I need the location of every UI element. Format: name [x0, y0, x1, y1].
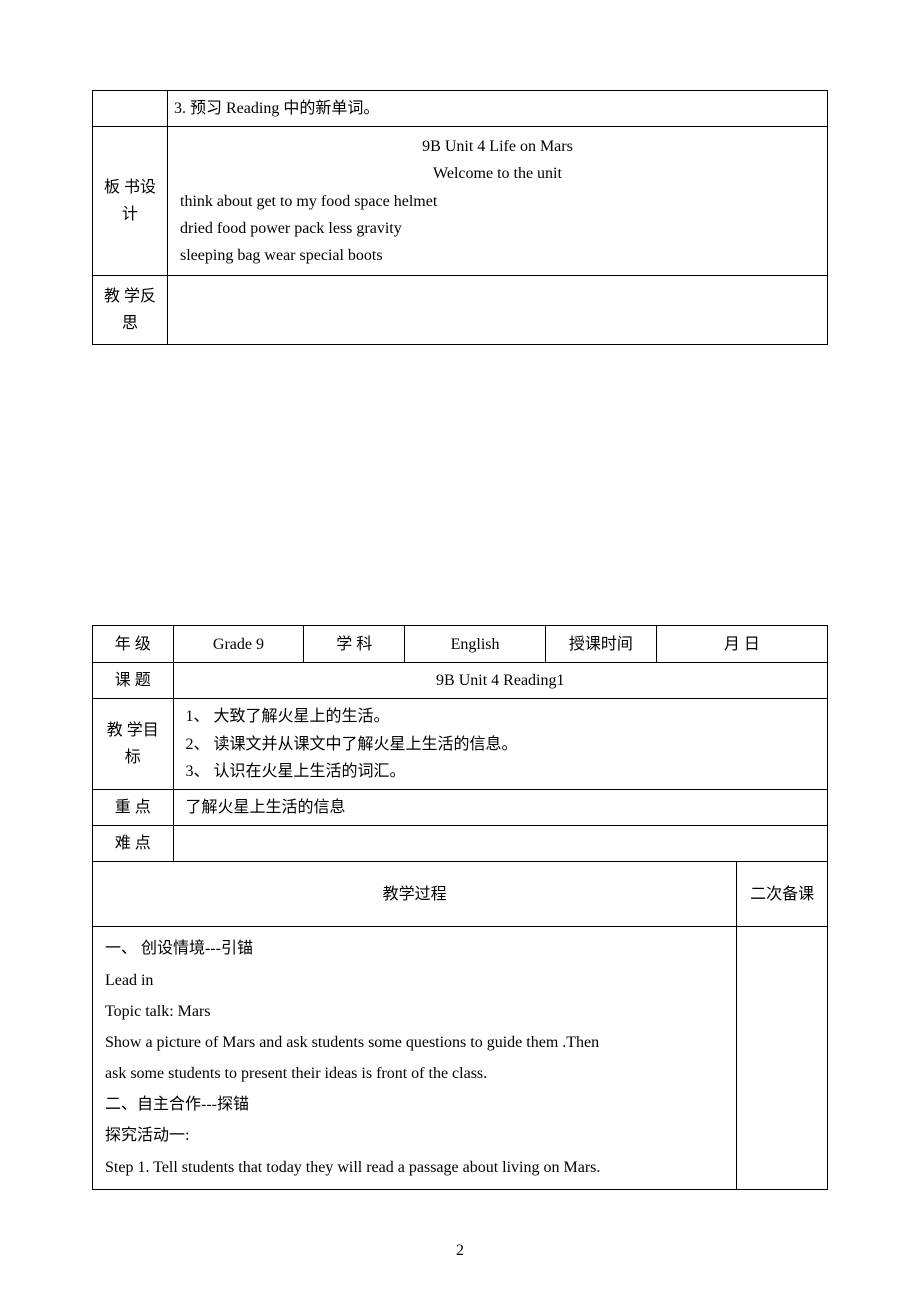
objectives-content: 1、 大致了解火星上的生活。 2、 读课文并从课文中了解火星上生活的信息。 3、… — [173, 699, 827, 790]
homework-extra-text: 3. 预习 Reading 中的新单词。 — [174, 100, 379, 117]
process-line: 二、自主合作---探锚 — [105, 1089, 724, 1120]
process-line: Topic talk: Mars — [105, 996, 724, 1027]
process-line: ask some students to present their ideas… — [105, 1058, 724, 1089]
board-title-1: 9B Unit 4 Life on Mars — [174, 133, 821, 160]
grade-label: 年 级 — [93, 626, 174, 663]
subject-label: 学 科 — [304, 626, 405, 663]
process-line: Show a picture of Mars and ask students … — [105, 1027, 724, 1058]
process-content: 一、 创设情境---引锚 Lead in Topic talk: Mars Sh… — [93, 927, 737, 1190]
difficulty-label: 难 点 — [93, 826, 174, 862]
homework-extra-cell: 3. 预习 Reading 中的新单词。 — [168, 91, 828, 127]
process-line: Lead in — [105, 965, 724, 996]
page-number: 2 — [0, 1242, 920, 1260]
process-line: 探究活动一: — [105, 1120, 724, 1151]
key-value: 了解火星上生活的信息 — [173, 789, 827, 825]
topic-value: 9B Unit 4 Reading1 — [173, 663, 827, 699]
time-value: 月 日 — [656, 626, 827, 663]
objective-1: 1、 大致了解火星上的生活。 — [180, 703, 821, 730]
objective-2: 2、 读课文并从课文中了解火星上生活的信息。 — [180, 731, 821, 758]
board-design-content: 9B Unit 4 Life on Mars Welcome to the un… — [168, 127, 828, 276]
reflection-label: 教 学反 思 — [93, 276, 168, 345]
process-line: Step 1. Tell students that today they wi… — [105, 1152, 724, 1183]
grade-value: Grade 9 — [173, 626, 304, 663]
second-prep-label: 二次备课 — [737, 862, 828, 927]
board-design-label: 板 书设 计 — [93, 127, 168, 276]
board-line-1: think about get to my food space helmet — [174, 188, 821, 215]
empty-label-cell — [93, 91, 168, 127]
second-prep-content — [737, 927, 828, 1190]
process-line: 一、 创设情境---引锚 — [105, 933, 724, 964]
board-line-3: sleeping bag wear special boots — [174, 242, 821, 269]
board-line-2: dried food power pack less gravity — [174, 215, 821, 242]
lesson-plan-table-1: 3. 预习 Reading 中的新单词。 板 书设 计 9B Unit 4 Li… — [92, 90, 828, 345]
objective-3: 3、 认识在火星上生活的词汇。 — [180, 758, 821, 785]
topic-label: 课 题 — [93, 663, 174, 699]
spacer — [92, 345, 828, 625]
lesson-plan-table-2: 年 级 Grade 9 学 科 English 授课时间 月 日 课 题 9B … — [92, 625, 828, 1190]
objectives-label: 教 学目 标 — [93, 699, 174, 790]
process-label: 教学过程 — [93, 862, 737, 927]
time-label: 授课时间 — [546, 626, 657, 663]
difficulty-value — [173, 826, 827, 862]
board-title-2: Welcome to the unit — [174, 160, 821, 187]
reflection-content — [168, 276, 828, 345]
key-label: 重 点 — [93, 789, 174, 825]
subject-value: English — [405, 626, 546, 663]
